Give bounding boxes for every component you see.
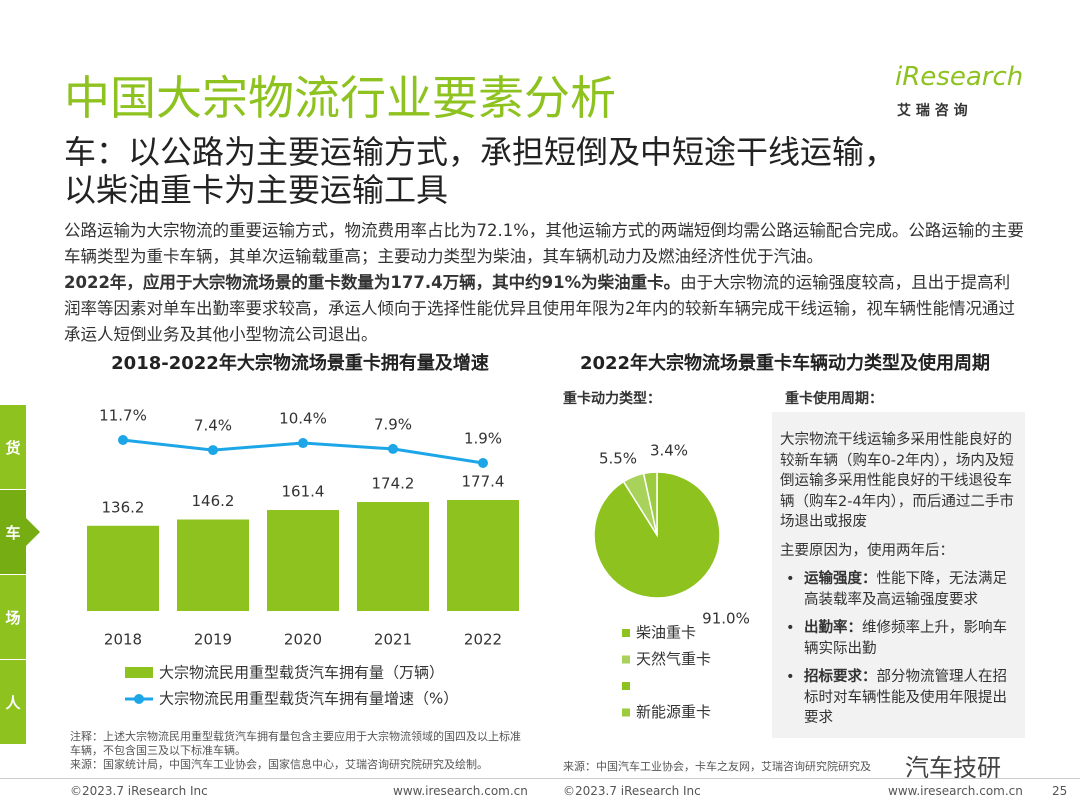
tab-arrow <box>26 518 40 546</box>
pie-slice <box>642 471 658 536</box>
cycle-box: 大宗物流干线运输多采用性能良好的较新车辆（购车0-2年内），场内及短倒运输多采用… <box>780 430 1016 737</box>
side-tab[interactable]: 场 <box>0 575 26 659</box>
x-tick-label: 2020 <box>284 631 322 649</box>
url: www.iresearch.com.cn <box>393 784 528 798</box>
bullet-lead: 招标要求： <box>804 669 877 685</box>
bullet: 出勤率：维修频率上升，影响车辆实际出勤 <box>780 618 1016 659</box>
legend-swatch <box>134 694 144 704</box>
legend-label: 新能源重卡 <box>636 703 711 721</box>
legend-swatch <box>622 682 630 690</box>
legend-swatch <box>622 708 630 717</box>
subtitle-line: 车：以公路为主要运输方式，承担短倒及中短途干线运输， <box>64 133 897 171</box>
legend-label: 大宗物流民用重型载货汽车拥有量（万辆） <box>159 664 444 682</box>
bar <box>357 502 429 611</box>
bullet-text: 维修频率上升，影响车辆实际出勤 <box>804 620 1007 657</box>
legend-label: 柴油重卡 <box>636 624 696 642</box>
line-point <box>208 445 218 456</box>
x-tick-label: 2018 <box>104 631 142 649</box>
side-tab[interactable]: 货 <box>0 405 26 489</box>
legend-swatch <box>622 629 630 637</box>
subtitle: 车：以公路为主要运输方式，承担短倒及中短途干线运输， 以柴油重卡为主要运输工具 <box>64 133 896 209</box>
bullet: 招标要求：部分物流管理人在招标时对车辆性能及使用年限提出要求 <box>780 667 1016 729</box>
subtitle-line: 以柴油重卡为主要运输工具 <box>64 171 449 209</box>
bar-label: 136.2 <box>102 498 145 516</box>
pie-label: 3.4% <box>650 442 688 460</box>
line-label: 7.9% <box>374 415 412 433</box>
notes: 注释：上述大宗物流民用重型载货汽车拥有量包含主要应用于大宗物流领域的国四及以上标… <box>70 730 530 772</box>
title: 中国大宗物流行业要素分析 <box>64 71 616 125</box>
legend-swatch <box>622 655 630 664</box>
source: 来源：中国汽车工业协会，卡车之友网，艾瑞咨询研究院研究及 <box>563 760 871 773</box>
bullet: 运输强度：性能下降，无法满足高装载率及高运输强度要求 <box>780 569 1016 610</box>
line-label: 10.4% <box>279 410 327 428</box>
body-span: 由于大宗物流的运输强度较高，且出于提高利润率等因素对单车出勤率要求较高，承运人倾… <box>64 273 1015 344</box>
bar <box>87 525 159 611</box>
line-point <box>478 458 488 468</box>
line-point <box>118 435 128 445</box>
pie-label: 91.0% <box>702 610 750 628</box>
line-point <box>298 438 308 449</box>
bar-label: 146.2 <box>192 492 235 510</box>
chart-subtitle: 重卡动力类型： <box>563 390 661 407</box>
chart-title: 2018-2022年大宗物流场景重卡拥有量及增速 <box>111 352 489 374</box>
pie-label: 5.5% <box>599 450 637 468</box>
line-point <box>388 443 398 454</box>
copyright: ©2023.7 iResearch Inc <box>563 784 701 798</box>
page-number: 25 <box>1052 784 1068 798</box>
line-label: 1.9% <box>464 430 502 448</box>
copyright: ©2023.7 iResearch Inc <box>70 784 208 798</box>
bar <box>177 519 249 611</box>
side-tab[interactable]: 车 <box>0 490 26 574</box>
bullet-text: 性能下降，无法满足高装载率及高运输强度要求 <box>804 571 1007 608</box>
side-tab[interactable]: 人 <box>0 660 26 744</box>
legend-label: 天然气重卡 <box>636 650 711 668</box>
line-label: 11.7% <box>99 407 147 425</box>
source: 来源：国家统计局，中国汽车工业协会，国家信息中心，艾瑞咨询研究院研究及绘制。 <box>70 758 488 771</box>
body-span: 公路运输为大宗物流的重要运输方式，物流费用率占比为72.1%，其他运输方式的两端… <box>64 221 1024 266</box>
watermark: 汽车技研 <box>905 748 1001 783</box>
logo: iResearch <box>895 62 1024 92</box>
bar <box>267 510 339 611</box>
box-text: 大宗物流干线运输多采用性能良好的较新车辆（购车0-2年内），场内及短倒运输多采用… <box>780 432 1014 530</box>
bar-label: 174.2 <box>372 475 415 493</box>
x-tick-label: 2019 <box>194 631 232 649</box>
box-heading: 重卡使用周期： <box>785 390 883 407</box>
legend-swatch <box>125 667 153 678</box>
footer-rule <box>0 778 1080 779</box>
x-tick-label: 2021 <box>374 631 412 649</box>
logo-sub: 艾 瑞 咨 询 <box>897 103 968 119</box>
bar-label: 161.4 <box>282 483 325 501</box>
body-bold: 2022年，应用于大宗物流场景的重卡数量为177.4万辆，其中约91%为柴油重卡… <box>64 273 681 292</box>
bar-label: 177.4 <box>462 473 505 491</box>
line-label: 7.4% <box>194 417 232 435</box>
body-text: 公路运输为大宗物流的重要运输方式，物流费用率占比为72.1%，其他运输方式的两端… <box>64 218 1024 348</box>
bar <box>447 500 519 611</box>
note: 注释：上述大宗物流民用重型载货汽车拥有量包含主要应用于大宗物流领域的国四及以上标… <box>70 730 521 757</box>
bullet-text: 部分物流管理人在招标时对车辆性能及使用年限提出要求 <box>804 669 1007 726</box>
chart-title: 2022年大宗物流场景重卡车辆动力类型及使用周期 <box>580 352 990 374</box>
legend-label: 大宗物流民用重型载货汽车拥有量增速（%） <box>159 690 458 708</box>
bullet-lead: 运输强度： <box>804 571 877 587</box>
bullet-lead: 出勤率： <box>804 620 862 636</box>
url: www.iresearch.com.cn <box>888 784 1023 798</box>
box-text: 主要原因为，使用两年后： <box>780 542 954 559</box>
x-tick-label: 2022 <box>464 631 502 649</box>
